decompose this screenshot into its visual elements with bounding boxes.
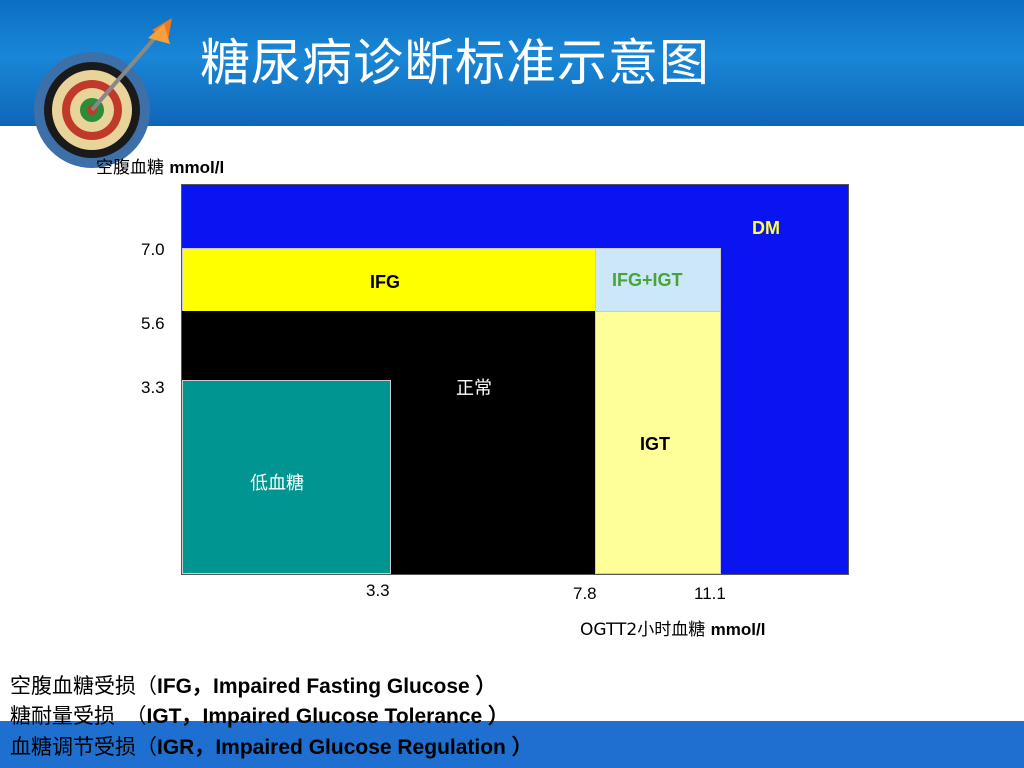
legend-igr: 血糖调节受损（IGR，Impaired Glucose Regulation ） <box>10 731 533 761</box>
page-title: 糖尿病诊断标准示意图 <box>200 34 710 92</box>
legend-igr-en: IGR，Impaired Glucose Regulation ） <box>157 736 533 759</box>
dartboard-icon <box>34 18 172 168</box>
x-axis-label: OGTT2小时血糖 mmol/l <box>580 615 765 640</box>
region-ifg-label: IFG <box>370 272 400 292</box>
legend-ifg: 空腹血糖受损（IFG，Impaired Fasting Glucose ） <box>10 670 497 700</box>
y-tick-3-3: 3.3 <box>141 378 165 397</box>
footer-band <box>0 721 1024 768</box>
region-normal-label: 正常 <box>456 378 492 399</box>
y-axis-label-unit: mmol/l <box>169 158 225 177</box>
region-ifg-igt-label: IFG+IGT <box>612 270 683 290</box>
x-tick-11-1: 11.1 <box>694 584 726 603</box>
legend-igt-en: IGT，Impaired Glucose Tolerance ） <box>146 705 510 728</box>
x-axis-label-cn: OGTT2小时血糖 <box>580 620 706 640</box>
y-tick-7-0: 7.0 <box>141 240 165 259</box>
header-banner: 糖尿病诊断标准示意图 <box>0 0 1024 168</box>
region-ifg-igt <box>595 248 721 312</box>
region-hypoglycemia-label: 低血糖 <box>250 473 304 494</box>
region-igt-label: IGT <box>640 434 670 454</box>
legend-ifg-cn: 空腹血糖受损（ <box>10 674 157 698</box>
region-hypoglycemia <box>182 380 391 574</box>
x-axis-label-unit: mmol/l <box>710 620 766 639</box>
y-axis-label-cn: 空腹血糖 <box>96 158 164 178</box>
legend-igr-cn: 血糖调节受损（ <box>10 735 157 759</box>
legend-igt: 糖耐量受损 （IGT，Impaired Glucose Tolerance ） <box>10 700 509 730</box>
y-axis-label: 空腹血糖 mmol/l <box>96 153 224 178</box>
region-igt <box>595 311 721 574</box>
x-tick-7-8: 7.8 <box>573 584 597 603</box>
region-dm-label: DM <box>752 218 780 238</box>
legend-ifg-en: IFG，Impaired Fasting Glucose ） <box>157 675 497 698</box>
x-tick-3-3: 3.3 <box>366 581 390 600</box>
legend-igt-cn: 糖耐量受损 （ <box>10 704 147 728</box>
y-tick-5-6: 5.6 <box>141 314 165 333</box>
